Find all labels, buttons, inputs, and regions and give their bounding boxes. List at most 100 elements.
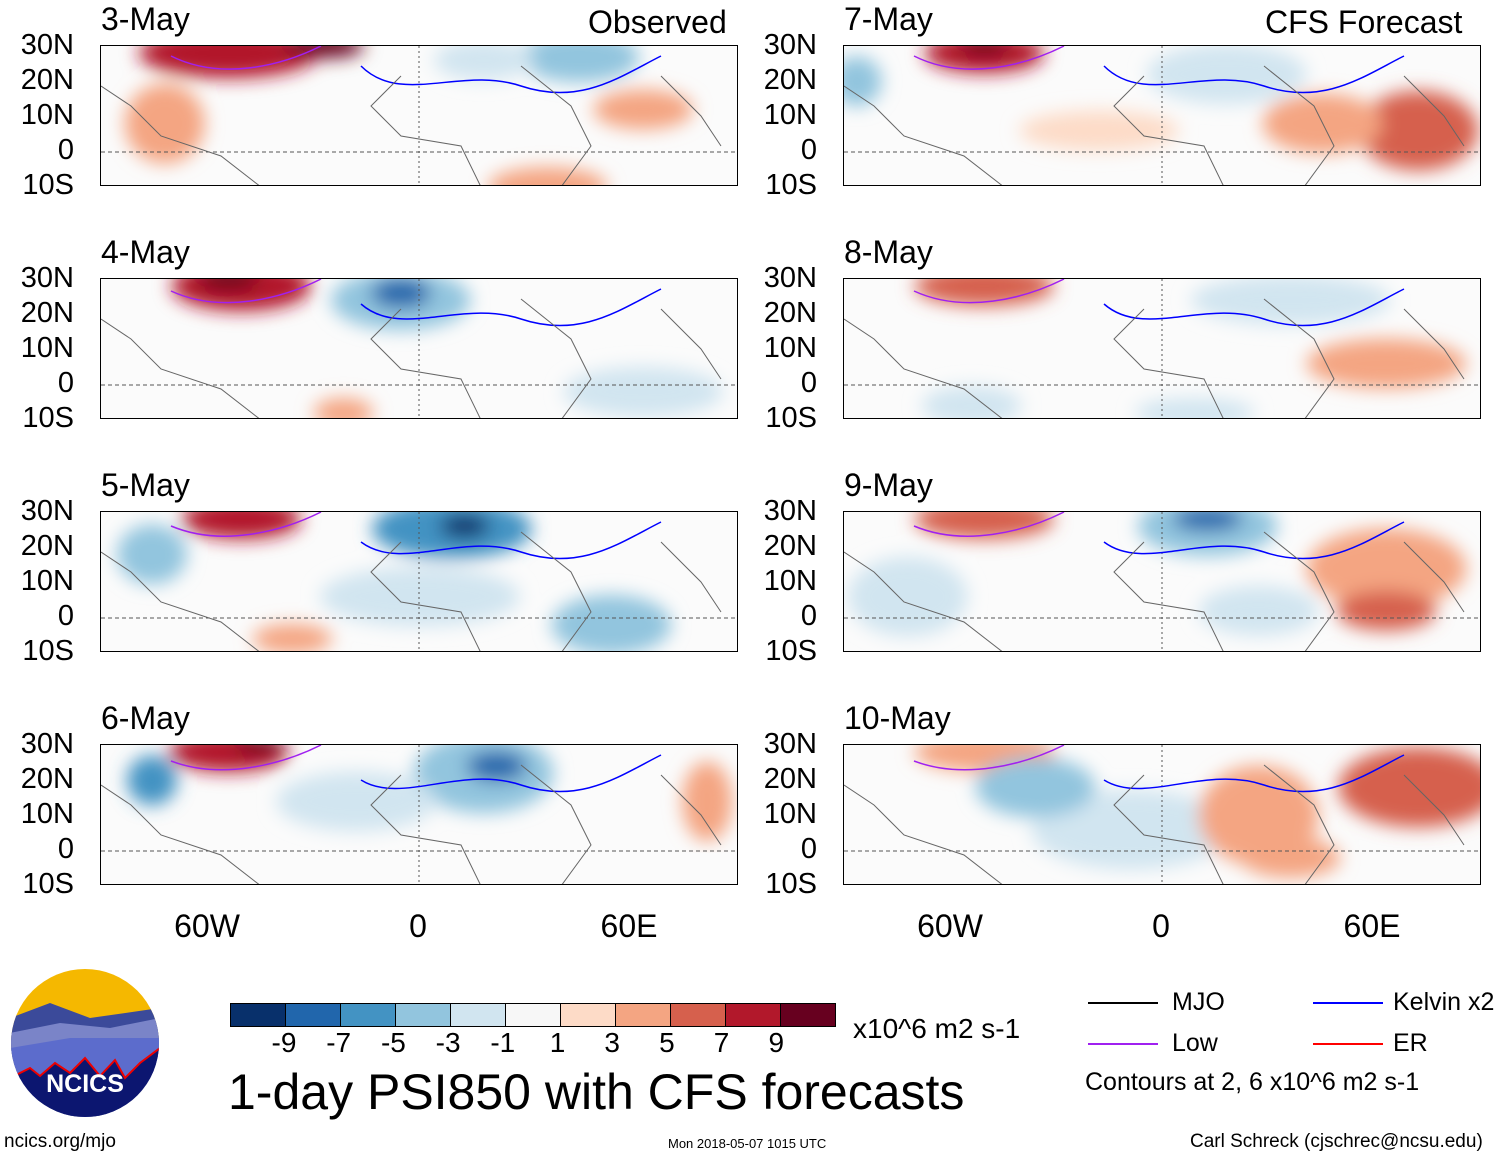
panel-date: 9-May (844, 467, 933, 503)
lat-tick-label: 30N (763, 728, 817, 760)
anomaly-blob (921, 385, 1022, 418)
anomaly-blob (1172, 512, 1243, 532)
anomaly-blob (127, 755, 178, 806)
anomaly-blob (276, 771, 437, 832)
map-panel (843, 45, 1481, 186)
anomaly-blob (975, 757, 1096, 818)
anomaly-blob (1358, 90, 1479, 171)
lon-tick-label: 60W (917, 908, 983, 944)
colorbar-swatch (286, 1004, 341, 1026)
lat-tick-label: 30N (763, 29, 817, 61)
colorbar-swatch (506, 1004, 561, 1026)
lat-tick-label: 0 (57, 367, 74, 399)
lat-tick-label: 20N (763, 64, 817, 96)
lat-tick-label: 0 (57, 600, 74, 632)
contour-low (170, 46, 322, 70)
anomaly-blob (1137, 512, 1278, 557)
anomaly-blob (959, 46, 1010, 54)
contour-kelvin (1103, 521, 1405, 560)
contour-low (913, 512, 1065, 537)
contour-kelvin (360, 288, 662, 327)
contour-low (913, 46, 1065, 70)
lat-tick-label: 0 (800, 367, 817, 399)
contour-low (170, 745, 322, 771)
lat-tick-label: 10N (763, 798, 817, 830)
anomaly-blob (1306, 338, 1467, 389)
anomaly-blob (1306, 528, 1467, 609)
lon-tick-label: 0 (409, 908, 427, 944)
colorbar-tick: -5 (380, 1027, 406, 1058)
legend-low: Low (1172, 1029, 1218, 1057)
panel-date: 8-May (844, 234, 933, 270)
panel-date: 4-May (101, 234, 190, 270)
contour-kelvin (360, 55, 662, 94)
lon-tick-label: 0 (1152, 908, 1170, 944)
contour-kelvin (360, 521, 662, 560)
colorbar-swatch (396, 1004, 451, 1026)
observed-title: Observed (588, 4, 727, 40)
anomaly-blob (117, 524, 188, 585)
map-panel (843, 744, 1481, 885)
legend-low-line (1088, 1043, 1158, 1045)
lat-tick-label: 10S (22, 635, 74, 667)
footer-timestamp: Mon 2018-05-07 1015 UTC (668, 1136, 827, 1151)
lat-tick-label: 10S (765, 635, 817, 667)
lat-tick-label: 10S (765, 868, 817, 900)
lat-tick-label: 10S (22, 402, 74, 434)
coastline (844, 298, 1465, 418)
contour-kelvin (360, 754, 662, 793)
colorbar-tick: 3 (604, 1027, 620, 1058)
legend-er: ER (1393, 1029, 1428, 1057)
anomaly-blob (1146, 46, 1307, 105)
contour-low (170, 279, 322, 304)
lat-tick-label: 10S (22, 169, 74, 201)
colorbar-swatch (341, 1004, 396, 1026)
map-panel (100, 744, 738, 885)
lat-tick-label: 0 (800, 600, 817, 632)
legend-kelvin: Kelvin x2 (1393, 988, 1495, 1016)
legend-mjo-line (1088, 1002, 1158, 1004)
contour-kelvin (1103, 55, 1405, 94)
lon-tick-label: 60E (600, 908, 658, 944)
colorbar-tick: 7 (713, 1027, 730, 1058)
colorbar-swatch (616, 1004, 671, 1026)
anomaly-blob (924, 46, 1045, 74)
anomaly-blob (1240, 837, 1341, 878)
legend-er-line (1313, 1043, 1383, 1045)
anomaly-blob (181, 512, 302, 540)
lat-tick-label: 10S (765, 169, 817, 201)
anomaly-blob (284, 46, 365, 58)
colorbar-tick: -3 (435, 1027, 461, 1058)
lat-tick-label: 30N (20, 262, 74, 294)
map-panel (100, 511, 738, 652)
colorbar-units: x10^6 m2 s-1 (853, 1013, 1021, 1044)
colorbar-swatch (451, 1004, 506, 1026)
lon-tick-label: 60E (1343, 908, 1401, 944)
anomaly-blob (466, 751, 527, 782)
lat-tick-label: 0 (800, 134, 817, 166)
colorbar-tick: 9 (768, 1027, 785, 1058)
anomaly-blob (313, 397, 374, 418)
anomaly-blob (1198, 585, 1319, 636)
contour-note: Contours at 2, 6 x10^6 m2 s-1 (1085, 1068, 1420, 1096)
coastline (844, 764, 1465, 884)
footer-credit: Carl Schreck (cjschrec@ncsu.edu) (1190, 1131, 1483, 1152)
footer-url[interactable]: ncics.org/mjo (4, 1131, 116, 1152)
panel-date: 3-May (101, 1, 190, 37)
lat-tick-label: 0 (57, 833, 74, 865)
anomaly-blob (914, 512, 1055, 540)
map-panel (100, 278, 738, 419)
lat-tick-label: 30N (763, 495, 817, 527)
anomaly-blob (320, 566, 520, 627)
colorbar-swatch (561, 1004, 616, 1026)
lat-tick-label: 30N (20, 728, 74, 760)
anomaly-blob (487, 167, 608, 185)
anomaly-blob (1031, 789, 1232, 870)
colorbar-tick: 5 (659, 1027, 675, 1058)
lat-tick-label: 0 (57, 134, 74, 166)
anomaly-blob (370, 279, 431, 309)
contour-low (170, 512, 322, 537)
coastline (101, 764, 722, 884)
contour-low (913, 279, 1065, 304)
